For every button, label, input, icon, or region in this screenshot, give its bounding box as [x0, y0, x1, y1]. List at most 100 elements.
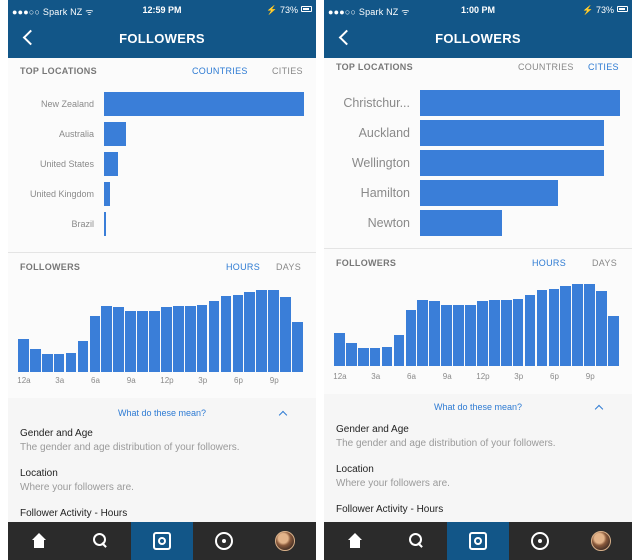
location-label: New Zealand — [40, 98, 94, 109]
hour-bar — [161, 307, 172, 372]
location-label: United States — [39, 158, 94, 169]
hour-bar — [113, 307, 125, 372]
hour-axis-label: 6p — [234, 376, 243, 385]
hour-bar — [256, 290, 268, 372]
hour-axis-label: 3a — [371, 372, 381, 381]
location-label: Brazil — [71, 218, 94, 229]
tab-avatar[interactable] — [254, 522, 316, 560]
location-label: Christchur... — [343, 95, 410, 110]
location-bar — [420, 180, 558, 206]
carrier-signal: ●●●○○ Spark NZ ᯤ — [12, 7, 94, 17]
hour-bar — [572, 284, 584, 366]
status-time: 12:59 PM — [142, 5, 182, 15]
info-item-title: Gender and Age — [336, 424, 409, 435]
hour-axis-label: 12a — [17, 376, 31, 385]
location-bar — [104, 152, 118, 176]
tab-days[interactable]: DAYS — [592, 258, 618, 268]
tab-home[interactable] — [324, 522, 386, 560]
app-header: ●●●○○ Spark NZ ᯤ 12:59 PM ⚡ 73% FOLLOWERS — [8, 0, 316, 58]
hour-axis-label: 9a — [126, 376, 136, 385]
hour-bar — [441, 304, 452, 366]
tab-days[interactable]: DAYS — [276, 262, 302, 272]
hour-bar — [417, 300, 429, 366]
tab-home[interactable] — [8, 522, 70, 560]
info-item-title: Follower Activity - Hours — [20, 508, 128, 519]
location-bar — [104, 122, 126, 146]
hour-bar — [500, 300, 512, 366]
hour-bar — [453, 305, 464, 366]
tab-activity[interactable] — [509, 522, 571, 560]
section-divider — [8, 252, 316, 253]
hour-axis-label: 9p — [585, 372, 595, 381]
tab-cities[interactable]: CITIES — [272, 66, 303, 76]
hour-bar — [608, 315, 619, 366]
tab-avatar[interactable] — [570, 522, 632, 560]
hour-bar — [149, 310, 160, 372]
hour-bar — [429, 301, 441, 366]
status-bar: ●●●○○ Spark NZ ᯤ 12:59 PM ⚡ 73% — [8, 0, 316, 18]
top-locations-header: TOP LOCATIONS COUNTRIES CITIES — [8, 62, 316, 82]
hour-bar — [29, 349, 41, 372]
followers-header: FOLLOWERS HOURS DAYS — [8, 258, 316, 278]
info-item-description: The gender and age distribution of your … — [20, 442, 240, 453]
hour-bar — [381, 347, 393, 366]
nav-bar: FOLLOWERS — [324, 20, 632, 56]
what-do-these-mean-link[interactable]: What do these mean? — [433, 402, 523, 412]
followers-hours-chart — [18, 290, 304, 372]
top-locations-title: TOP LOCATIONS — [336, 62, 413, 72]
location-label: United Kingdom — [29, 188, 94, 199]
tab-search[interactable] — [386, 522, 448, 560]
tab-camera[interactable] — [447, 522, 509, 560]
hour-bar — [172, 306, 184, 372]
hour-bar — [465, 304, 476, 366]
hour-bar — [18, 339, 29, 372]
battery-percent: ⚡ 73% — [266, 5, 298, 15]
location-bar — [420, 210, 502, 236]
location-bar — [104, 92, 304, 116]
hour-bar — [292, 321, 303, 372]
tab-countries[interactable]: COUNTRIES — [518, 62, 574, 72]
followers-title: FOLLOWERS — [336, 258, 397, 268]
hour-bar — [334, 333, 345, 366]
what-do-these-mean-link[interactable]: What do these mean? — [117, 408, 207, 418]
tab-camera[interactable] — [131, 522, 193, 560]
hour-bar — [137, 311, 148, 372]
chevron-up-icon[interactable] — [594, 402, 604, 412]
status-bar: ●●●○○ Spark NZ ᯤ 1:00 PM ⚡ 73% — [324, 0, 632, 18]
tab-countries[interactable]: COUNTRIES — [192, 66, 248, 76]
hour-bar — [89, 316, 101, 372]
hour-axis-label: 6a — [91, 376, 100, 385]
tab-activity[interactable] — [193, 522, 255, 560]
hour-bar — [357, 347, 369, 366]
location-bar — [104, 212, 106, 236]
hour-bar — [369, 347, 381, 366]
carrier-signal: ●●●○○ Spark NZ ᯤ — [328, 7, 410, 17]
location-bar — [420, 90, 620, 116]
location-bar — [420, 120, 604, 146]
hour-bar — [596, 291, 607, 366]
hour-bar — [184, 306, 196, 372]
hour-bar — [560, 286, 572, 366]
info-panel — [8, 398, 316, 522]
hour-bar — [77, 340, 89, 372]
status-time: 1:00 PM — [460, 5, 495, 15]
battery-percent: ⚡ 73% — [582, 5, 614, 15]
tab-search[interactable] — [70, 522, 132, 560]
camera-icon — [152, 532, 171, 550]
hour-bar — [220, 295, 232, 372]
hour-bar — [65, 353, 77, 372]
hour-bar — [280, 297, 291, 372]
hour-bar — [196, 304, 208, 372]
tab-hours[interactable]: HOURS — [226, 262, 261, 272]
chevron-up-icon[interactable] — [278, 408, 288, 418]
tab-cities[interactable]: CITIES — [588, 62, 619, 72]
hour-bar — [53, 353, 65, 372]
hour-axis-label: 6p — [550, 372, 559, 381]
location-bar — [420, 150, 604, 176]
tab-hours[interactable]: HOURS — [532, 258, 567, 268]
hour-bar — [41, 353, 53, 372]
info-item-title: Gender and Age — [20, 428, 93, 439]
app-header: ●●●○○ Spark NZ ᯤ 1:00 PM ⚡ 73% FOLLOWERS — [324, 0, 632, 58]
hour-bar — [208, 300, 220, 372]
info-item-description: Where your followers are. — [20, 482, 134, 493]
